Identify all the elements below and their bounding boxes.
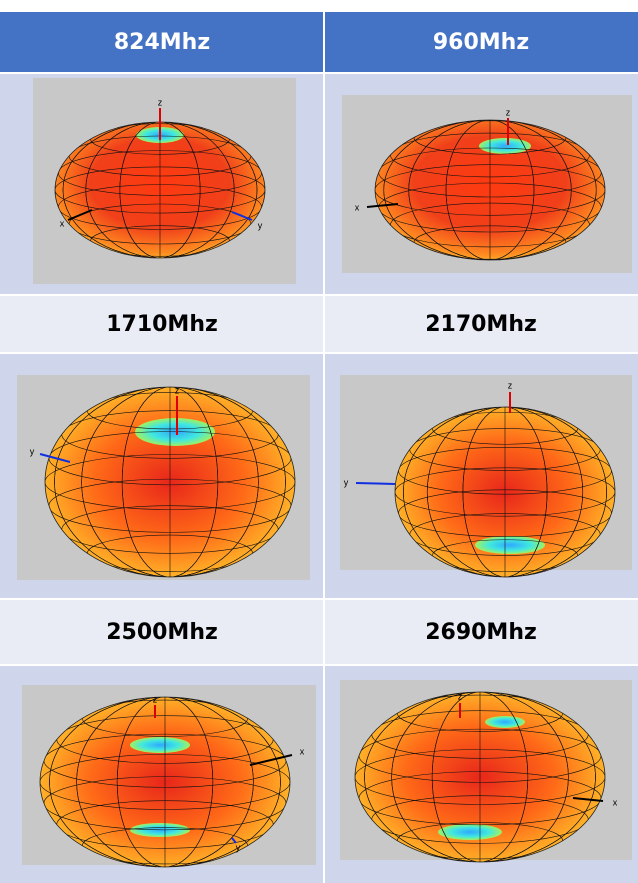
frequency-label: 2500Mhz: [106, 620, 218, 645]
lobe: [55, 122, 265, 258]
meridian: [85, 122, 235, 258]
header-cell: [0, 12, 323, 72]
axis-label: y: [30, 446, 35, 456]
meridian: [49, 697, 281, 867]
radiation-pattern: zx: [340, 680, 632, 863]
meridian: [54, 387, 286, 577]
axis-label: z: [175, 385, 180, 395]
frequency-label: 2170Mhz: [425, 312, 537, 337]
meridian: [431, 692, 529, 862]
outline: [374, 119, 606, 261]
latitude: [55, 166, 265, 214]
axis-label: y: [258, 220, 263, 230]
latitude: [375, 164, 605, 216]
outline: [39, 696, 291, 868]
meridian: [364, 692, 596, 862]
meridian: [81, 387, 259, 577]
mesh: [55, 122, 265, 258]
radiation-pattern: zx: [342, 95, 632, 273]
meridian: [462, 407, 548, 577]
outline: [354, 691, 606, 863]
meridian: [121, 387, 219, 577]
axis-label: x: [300, 746, 305, 756]
lobe: [45, 387, 295, 577]
meridian: [403, 407, 607, 577]
lobe: [395, 407, 615, 577]
lobe: [355, 692, 605, 862]
axis-label: z: [458, 691, 463, 701]
header-label: 960Mhz: [433, 30, 529, 55]
meridian: [76, 697, 254, 867]
axis-label: x: [355, 202, 360, 212]
axis-line: [366, 203, 399, 208]
null-spot: [475, 536, 545, 554]
meridian: [445, 120, 535, 260]
lobe: [40, 697, 290, 867]
meridian: [408, 120, 572, 260]
label-cell: [0, 296, 323, 352]
axis-label: z: [506, 107, 511, 117]
meridian: [383, 120, 597, 260]
label-cell: [0, 600, 323, 664]
latitude: [355, 749, 605, 805]
header-cell: [325, 12, 638, 72]
latitude: [45, 454, 295, 510]
meridian: [62, 122, 258, 258]
null-spot: [485, 716, 525, 728]
label-cell: [325, 296, 638, 352]
axis-label: z: [153, 694, 158, 704]
mesh: [45, 387, 295, 577]
axis-line: [67, 209, 93, 221]
radiation-pattern: z x y: [22, 685, 316, 868]
label-cell: [325, 600, 638, 664]
lobe: [375, 120, 605, 260]
meridian: [116, 697, 214, 867]
axis-line: [39, 453, 71, 463]
null-spot: [130, 737, 190, 753]
header-label: 824Mhz: [114, 30, 210, 55]
outline: [394, 406, 616, 578]
axis-line: [355, 482, 396, 485]
axis-label: y: [344, 477, 349, 487]
latitude: [395, 467, 615, 517]
axis-line: [249, 754, 293, 766]
null-spot: [135, 418, 215, 446]
axis-label: x: [613, 797, 618, 807]
meridian: [426, 407, 584, 577]
radiation-pattern: z x y: [33, 78, 296, 284]
axis-label: y: [236, 842, 241, 852]
meridian: [391, 692, 569, 862]
outline: [44, 386, 296, 578]
frequency-label: 1710Mhz: [106, 312, 218, 337]
radiation-pattern: zy: [340, 375, 632, 578]
frequency-label: 2690Mhz: [425, 620, 537, 645]
radiation-pattern: zy: [17, 375, 310, 580]
axis-label: x: [60, 218, 65, 228]
axis-line: [231, 211, 253, 221]
axis-line: [231, 837, 237, 844]
axis-label: z: [158, 97, 163, 107]
axis-label: z: [508, 380, 513, 390]
latitude: [40, 754, 290, 810]
meridian: [119, 122, 201, 258]
axis-line: [572, 797, 604, 802]
null-spot: [479, 138, 531, 154]
null-spot: [438, 824, 502, 840]
